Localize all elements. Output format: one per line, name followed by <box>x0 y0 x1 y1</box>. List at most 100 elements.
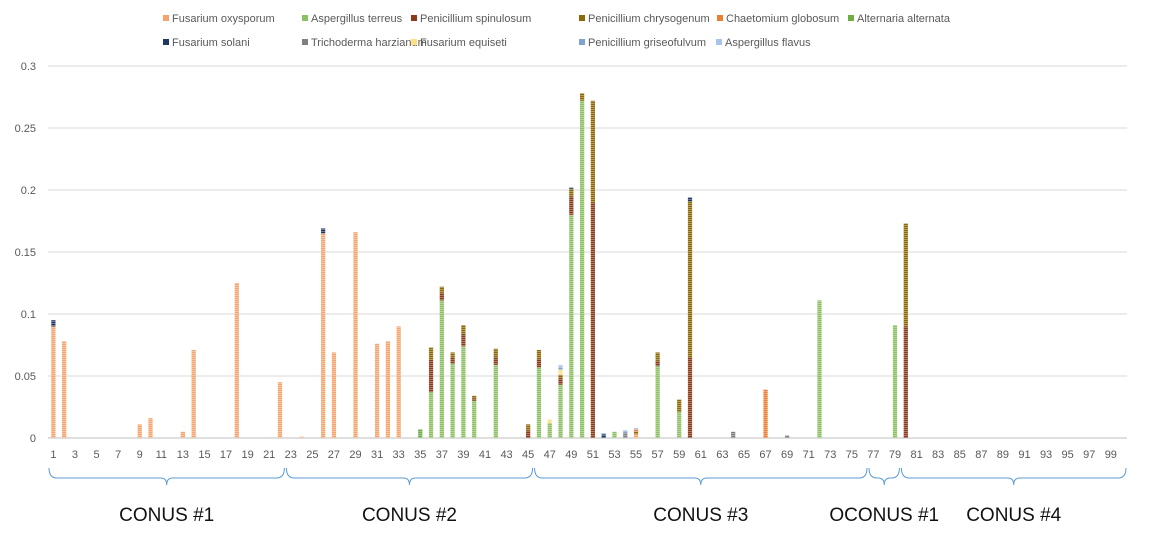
group-label: CONUS #4 <box>966 505 1061 526</box>
bar-segment <box>374 343 380 438</box>
bar-segment-texture <box>817 300 822 438</box>
bar-segment <box>428 359 434 393</box>
legend-swatch <box>579 15 585 21</box>
legend-label: Trichoderma harzianum <box>311 37 427 49</box>
bar-segment <box>817 300 822 438</box>
bar-segment <box>558 384 563 438</box>
bar-segment-texture <box>461 325 466 334</box>
bar-segment-texture <box>633 428 639 430</box>
bar-segment <box>461 346 466 438</box>
bar-segment <box>51 320 56 327</box>
legend-label: Penicillium chrysogenum <box>588 13 710 25</box>
bar-segment-texture <box>569 187 574 189</box>
bar-segment <box>321 228 326 234</box>
legend-label: Fusarium solani <box>172 37 250 49</box>
bar-segment <box>353 232 358 438</box>
x-tick-label: 19 <box>241 449 253 461</box>
bar-segment <box>62 341 67 438</box>
x-tick-label: 15 <box>198 449 210 461</box>
bar-segment <box>321 233 326 438</box>
y-tick-label: 0.25 <box>15 123 36 135</box>
bar-segment-texture <box>536 367 542 438</box>
bar-segment <box>903 223 908 327</box>
legend-item: Aspergillus flavus <box>716 37 811 49</box>
bar-segment-texture <box>450 352 455 358</box>
bar-segment <box>180 431 185 438</box>
bar-segment <box>655 361 660 367</box>
x-tick-label: 41 <box>479 449 491 461</box>
bar-segment <box>623 430 628 434</box>
bar-segment-texture <box>428 392 434 438</box>
bar-segment <box>687 357 693 438</box>
bar-segment-texture <box>687 197 693 202</box>
bar-segment-texture <box>903 326 908 438</box>
bar-segment-texture <box>785 435 790 438</box>
bar-segment-texture <box>558 374 563 379</box>
bar-segment-texture <box>903 223 908 327</box>
x-tick-label: 83 <box>932 449 944 461</box>
x-tick-label: 13 <box>177 449 189 461</box>
bar-segment <box>536 358 542 368</box>
x-tick-label: 99 <box>1105 449 1117 461</box>
group-label: CONUS #1 <box>119 505 214 526</box>
bar-segment <box>385 341 390 438</box>
bar-segment <box>234 283 239 438</box>
bar-segment-texture <box>687 201 693 358</box>
bar-segment-texture <box>374 343 380 438</box>
bar-segment <box>191 349 196 438</box>
x-tick-label: 57 <box>652 449 664 461</box>
bar-segment <box>472 395 477 399</box>
bar-segment-texture <box>472 398 477 401</box>
bar-segment <box>472 398 477 401</box>
bar-segment-texture <box>687 357 693 438</box>
bar-segment <box>148 418 153 438</box>
bar-segment-texture <box>612 431 617 438</box>
legend-label: Aspergillus terreus <box>311 13 403 25</box>
x-tick-label: 79 <box>889 449 901 461</box>
bar-segment-texture <box>137 424 142 438</box>
group-bracket <box>534 467 868 486</box>
x-tick-label: 9 <box>137 449 143 461</box>
legend-item: Penicillium spinulosum <box>411 13 531 25</box>
bar-segment <box>547 419 552 424</box>
x-tick-label: 77 <box>867 449 879 461</box>
x-tick-label: 87 <box>975 449 987 461</box>
bar-segment-texture <box>493 357 498 365</box>
bar-segment <box>731 431 736 438</box>
group-brackets: CONUS #1 CONUS #2 CONUS #3 OCONUS #1 CONUS #… <box>48 467 1127 526</box>
bar-segment-texture <box>558 384 563 438</box>
bar-segment <box>450 357 455 364</box>
x-tick-label: 23 <box>285 449 297 461</box>
legend-item: Trichoderma harzianum <box>302 37 427 49</box>
bar-segment-texture <box>569 188 574 197</box>
bar-segment <box>558 374 563 379</box>
bar-segment <box>450 352 455 358</box>
bar-segment-texture <box>655 352 660 362</box>
bar-segment-texture <box>558 364 563 368</box>
x-tick-label: 3 <box>72 449 78 461</box>
bar-segment <box>569 214 574 438</box>
x-tick-label: 35 <box>414 449 426 461</box>
bar-segment-texture <box>601 434 606 438</box>
x-tick-label: 17 <box>220 449 232 461</box>
x-tick-label: 1 <box>50 449 56 461</box>
bar-segment <box>536 367 542 438</box>
legend-swatch <box>579 39 585 45</box>
bar-segment <box>580 100 585 438</box>
x-tick-label: 71 <box>803 449 815 461</box>
group-label: OCONUS #1 <box>829 505 939 526</box>
bar-segment-texture <box>439 286 444 293</box>
bar-segment <box>580 93 585 101</box>
x-tick-label: 5 <box>93 449 99 461</box>
bar-segment <box>558 364 563 368</box>
x-tick-label: 97 <box>1083 449 1095 461</box>
bar-segment-texture <box>493 348 498 358</box>
bar-segment-texture <box>277 382 283 438</box>
legend-swatch <box>411 39 417 45</box>
x-tick-label: 85 <box>954 449 966 461</box>
bar-segment <box>418 429 423 438</box>
legend-item: Aspergillus terreus <box>302 13 403 25</box>
bar-segment <box>493 348 498 358</box>
bar-segment-texture <box>677 399 682 412</box>
x-tick-label: 31 <box>371 449 383 461</box>
